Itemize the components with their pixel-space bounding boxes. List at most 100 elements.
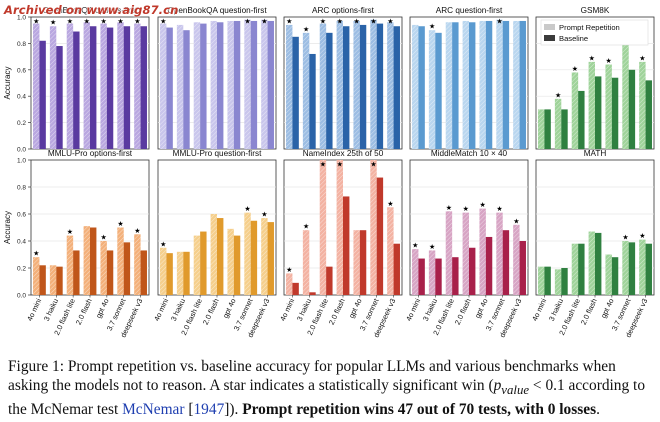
significance-star: ★ <box>101 18 107 26</box>
bar-baseline <box>309 53 316 149</box>
bar-baseline <box>326 266 333 295</box>
bar-baseline <box>561 109 568 149</box>
panel-title: ARC question-first <box>436 6 503 15</box>
bar-hatch <box>83 226 90 295</box>
panel-title: OpenBookQA options-first <box>43 6 138 15</box>
significance-star: ★ <box>337 18 343 26</box>
bar-baseline <box>561 268 568 295</box>
bar-baseline <box>452 22 459 150</box>
significance-star: ★ <box>117 220 123 228</box>
bar-baseline <box>544 266 551 295</box>
x-tick-label: 3 haiku <box>169 297 187 322</box>
significance-star: ★ <box>354 18 360 26</box>
bar-baseline <box>578 243 585 295</box>
bar-hatch <box>336 160 343 295</box>
panel-title: MMLU-Pro options-first <box>48 149 133 158</box>
panel-title: OpenBookQA question-first <box>167 6 267 15</box>
significance-star: ★ <box>244 205 250 213</box>
significance-star: ★ <box>50 19 56 27</box>
x-tick-label: 2.0 flash <box>74 297 94 326</box>
legend-label-baseline: Baseline <box>559 34 588 43</box>
bar-hatch <box>639 239 646 295</box>
caption-p-condition: < 0.1 according to the McNemar test <box>8 377 646 419</box>
x-tick-label: gpt 4o <box>599 297 616 319</box>
bar-baseline <box>106 27 114 150</box>
panel-8: NameIndex 25th of 50 ★ 4o mini ★ 3 haiku ★ 2.0… <box>278 149 403 339</box>
bar-baseline <box>123 242 131 295</box>
bar-baseline <box>485 236 493 295</box>
bar-hatch <box>622 241 629 295</box>
bar-hatch <box>227 228 234 295</box>
bar-baseline <box>200 23 207 150</box>
bar-hatch <box>319 160 327 295</box>
x-tick-label: 3 haiku <box>547 297 565 322</box>
citation-link[interactable]: McNemar <box>122 401 185 419</box>
y-tick-label: 0.6 <box>17 67 26 74</box>
caption-text-1: Prompt repetition vs. baseline accuracy … <box>8 358 616 394</box>
significance-star: ★ <box>261 18 267 26</box>
panel-title: MATH <box>584 149 607 158</box>
y-axis-label: Accuracy <box>3 211 12 244</box>
panel-title: MiddleMatch 10 × 40 <box>431 149 508 158</box>
bar-hatch <box>33 257 40 295</box>
bar-baseline <box>343 26 350 150</box>
significance-star: ★ <box>33 18 39 26</box>
significance-star: ★ <box>337 161 343 169</box>
bar-hatch <box>261 19 268 149</box>
bar-baseline <box>200 231 207 295</box>
significance-star: ★ <box>572 65 578 73</box>
panel-title: GSM8K <box>581 6 610 15</box>
bar-baseline <box>485 20 493 150</box>
bar-hatch <box>117 22 124 150</box>
bar-baseline <box>452 257 459 295</box>
caption-p-subscript: value <box>501 383 530 398</box>
bar-hatch <box>244 212 251 295</box>
bar-hatch <box>227 20 234 150</box>
bar-hatch <box>319 23 327 150</box>
bar-baseline <box>645 243 652 295</box>
x-tick-label: 4o mini <box>404 297 422 323</box>
bar-hatch <box>176 24 184 150</box>
watermark-text: Archived on www.aig87.cn <box>4 3 179 17</box>
panel-3: ARC options-first ★ ★ ★ ★ ★ ★ ★ <box>283 6 403 150</box>
bar-baseline <box>39 265 46 295</box>
bar-baseline <box>393 26 400 150</box>
bar-hatch <box>588 231 595 295</box>
y-tick-label: 1.0 <box>17 15 26 22</box>
bar-hatch <box>160 23 167 150</box>
bar-hatch <box>571 72 579 149</box>
bar-hatch <box>513 224 520 295</box>
bar-baseline <box>267 222 274 295</box>
y-tick-label: 0.4 <box>17 239 26 246</box>
x-tick-label: 4o mini <box>530 297 548 323</box>
caption-citation-open: [ <box>184 401 194 419</box>
bar-baseline <box>250 220 258 295</box>
bar-hatch <box>412 24 419 150</box>
bar-hatch <box>479 208 486 295</box>
significance-star: ★ <box>513 217 519 225</box>
bar-baseline <box>578 90 585 149</box>
significance-star: ★ <box>606 57 612 65</box>
bar-baseline <box>359 230 367 295</box>
significance-star: ★ <box>370 161 376 169</box>
bar-baseline <box>595 232 602 295</box>
bar-hatch <box>210 214 217 295</box>
bar-baseline <box>544 109 551 149</box>
figure-caption: Figure 1: Prompt repetition vs. baseline… <box>8 357 656 419</box>
significance-star: ★ <box>261 211 267 219</box>
bar-baseline <box>292 36 299 149</box>
legend-swatch-baseline <box>544 35 555 41</box>
significance-star: ★ <box>463 205 469 213</box>
bar-hatch <box>100 23 107 150</box>
citation-year-link[interactable]: 1947 <box>193 401 225 419</box>
significance-star: ★ <box>446 204 452 212</box>
bar-hatch <box>588 61 595 149</box>
legend-swatch-prompt-repetition <box>544 24 555 30</box>
bar-baseline <box>611 77 619 149</box>
x-tick-label: 2.0 flash <box>453 297 473 326</box>
legend-box <box>540 19 649 46</box>
significance-star: ★ <box>160 240 166 248</box>
bar-hatch <box>428 250 436 295</box>
significance-star: ★ <box>67 228 73 236</box>
bar-hatch <box>134 234 141 295</box>
